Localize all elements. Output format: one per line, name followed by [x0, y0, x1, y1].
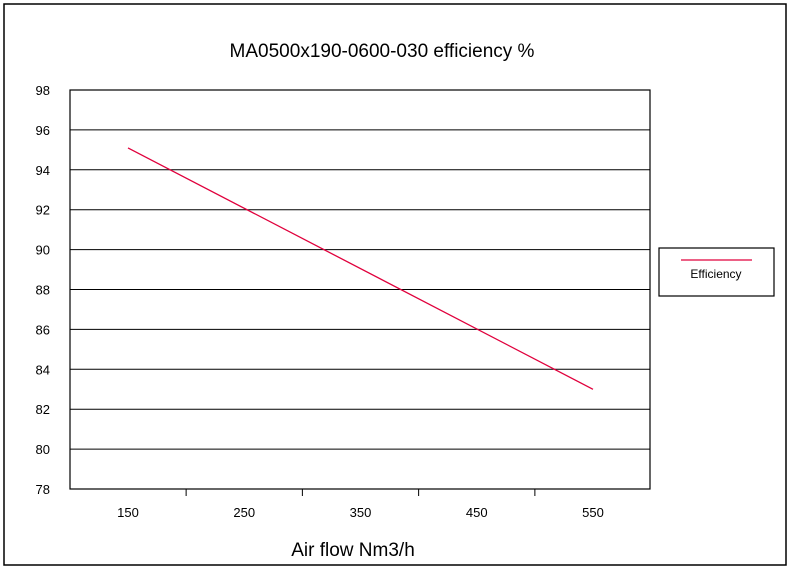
y-tick-label: 96	[36, 123, 50, 138]
y-tick-label: 82	[36, 402, 50, 417]
y-axis-ticks: 98 96 94 92 90 88 86 84 82 80 78	[36, 83, 50, 497]
y-tick-label: 94	[36, 163, 50, 178]
x-tick-label: 550	[582, 505, 604, 520]
x-tick-label: 250	[233, 505, 255, 520]
y-tick-label: 90	[36, 243, 50, 258]
chart-title: MA0500x190-0600-030 efficiency %	[230, 41, 535, 62]
x-tick-label: 150	[117, 505, 139, 520]
y-tick-label: 80	[36, 442, 50, 457]
x-tick-label: 350	[350, 505, 372, 520]
series-line-efficiency	[127, 147, 594, 390]
legend: Efficiency	[658, 247, 775, 297]
x-axis-label: Air flow Nm3/h	[291, 540, 415, 561]
y-tick-label: 78	[36, 482, 50, 497]
y-tick-label: 92	[36, 203, 50, 218]
y-tick-label: 98	[36, 83, 50, 98]
legend-box	[658, 247, 775, 297]
plot-area	[69, 89, 651, 490]
x-axis-ticks: 150 250 350 450 550	[117, 489, 604, 520]
x-tick-label: 450	[466, 505, 488, 520]
chart-frame	[3, 3, 787, 566]
y-tick-label: 88	[36, 283, 50, 298]
y-tick-label: 86	[36, 322, 50, 337]
legend-label-efficiency: Efficiency	[690, 267, 741, 281]
y-tick-label: 84	[36, 362, 50, 377]
series-lines	[127, 147, 594, 390]
